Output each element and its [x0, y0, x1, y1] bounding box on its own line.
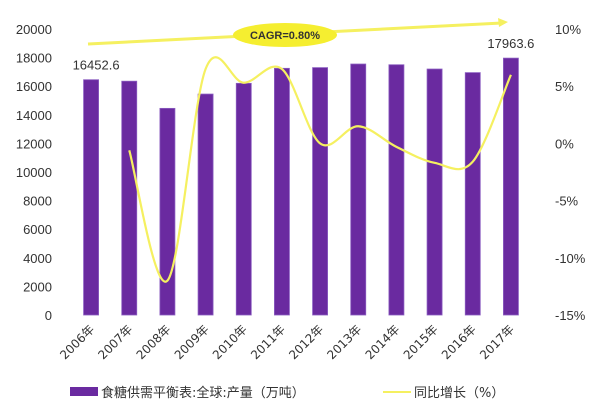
bar-swatch-icon	[70, 387, 98, 396]
svg-text:2009年: 2009年	[172, 322, 212, 362]
svg-text:0: 0	[45, 308, 52, 323]
svg-text:12000: 12000	[16, 136, 52, 151]
right-axis: -15% -10% -5% 0% 5% 10%	[555, 22, 586, 323]
bar-series	[83, 57, 519, 316]
svg-text:8000: 8000	[23, 194, 52, 209]
svg-text:4000: 4000	[23, 251, 52, 266]
legend-item-growth: 同比增长（%）	[383, 382, 504, 401]
svg-text:17963.6: 17963.6	[487, 36, 534, 51]
svg-text:2016年: 2016年	[439, 322, 479, 362]
svg-text:2017年: 2017年	[477, 322, 517, 362]
svg-text:6000: 6000	[23, 222, 52, 237]
svg-text:18000: 18000	[16, 51, 52, 66]
x-axis: 2006年2007年2008年2009年2010年2011年2012年2013年…	[57, 322, 517, 362]
svg-text:-15%: -15%	[555, 308, 586, 323]
svg-text:2007年: 2007年	[95, 322, 135, 362]
svg-text:CAGR=0.80%: CAGR=0.80%	[250, 30, 320, 42]
svg-text:2012年: 2012年	[286, 322, 326, 362]
legend-line-label: 同比增长（%）	[414, 386, 505, 401]
svg-text:16000: 16000	[16, 79, 52, 94]
svg-text:2000: 2000	[23, 279, 52, 294]
svg-text:-10%: -10%	[555, 251, 586, 266]
svg-text:14000: 14000	[16, 108, 52, 123]
svg-text:2010年: 2010年	[210, 322, 250, 362]
svg-text:2014年: 2014年	[363, 322, 403, 362]
svg-text:2008年: 2008年	[134, 322, 174, 362]
svg-text:16452.6: 16452.6	[73, 58, 120, 73]
svg-text:10%: 10%	[555, 22, 581, 37]
svg-text:20000: 20000	[16, 22, 52, 37]
svg-text:10000: 10000	[16, 165, 52, 180]
svg-text:0%: 0%	[555, 136, 574, 151]
svg-text:5%: 5%	[555, 79, 574, 94]
cagr-annotation: CAGR=0.80%	[87, 18, 508, 47]
line-series	[128, 56, 512, 283]
left-axis: 0 2000 4000 6000 8000 10000 12000 14000 16000 180…	[16, 22, 52, 323]
svg-text:2006年: 2006年	[57, 322, 97, 362]
legend-bar-label: 食糖供需平衡表:全球:产量（万吨）	[101, 386, 305, 401]
line-swatch-icon	[383, 390, 411, 393]
svg-text:-5%: -5%	[555, 194, 579, 209]
svg-text:2013年: 2013年	[324, 322, 364, 362]
svg-text:2015年: 2015年	[401, 322, 441, 362]
legend-item-production: 食糖供需平衡表:全球:产量（万吨）	[70, 382, 305, 401]
data-labels: 16452.6 17963.6	[73, 36, 535, 73]
legend: 食糖供需平衡表:全球:产量（万吨） 同比增长（%）	[0, 380, 600, 404]
chart-canvas: 0 2000 4000 6000 8000 10000 12000 14000 16000 180…	[16, 18, 586, 362]
svg-text:2011年: 2011年	[248, 322, 288, 362]
